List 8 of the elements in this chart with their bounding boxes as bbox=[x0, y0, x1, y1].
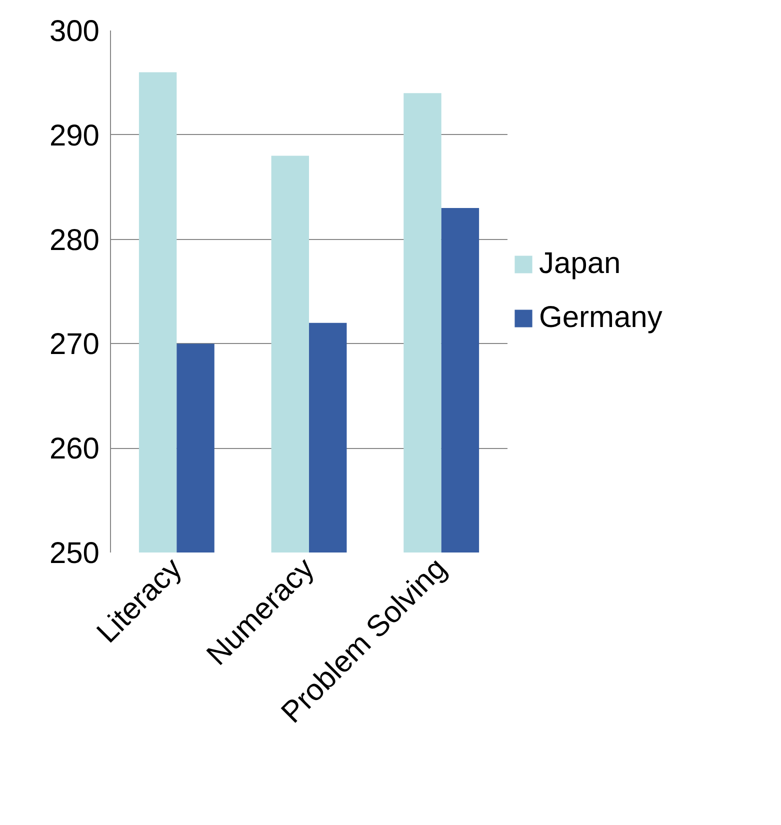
legend-label: Germany bbox=[539, 301, 662, 335]
legend-label: Japan bbox=[539, 247, 621, 281]
y-tick-label: 260 bbox=[49, 432, 100, 466]
y-tick-label: 270 bbox=[49, 328, 100, 362]
y-tick-label: 290 bbox=[49, 119, 100, 152]
y-tick-label: 250 bbox=[49, 537, 100, 570]
y-tick-label: 280 bbox=[49, 224, 100, 257]
y-tick-label: 300 bbox=[49, 15, 100, 48]
